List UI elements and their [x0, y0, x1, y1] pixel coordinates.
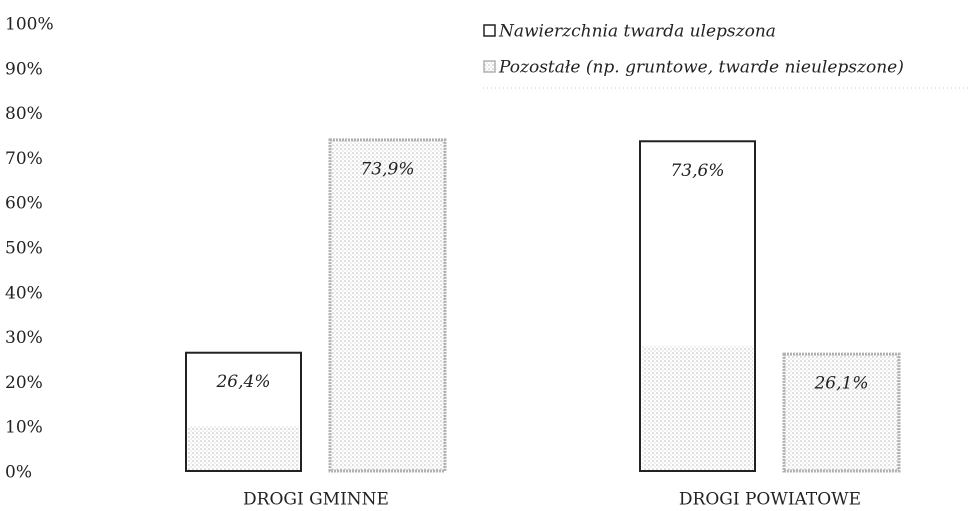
y-tick-label: 80% [5, 104, 43, 124]
legend-swatch [483, 24, 496, 37]
x-tick-label: DROGI POWIATOWE [679, 490, 861, 510]
bar [782, 352, 901, 473]
y-tick-label: 10% [5, 418, 43, 438]
y-tick-label: 50% [5, 239, 43, 259]
legend-swatch [483, 60, 496, 73]
x-tick-label: DROGI GMINNE [243, 490, 389, 510]
legend-label: Nawierzchnia twarda ulepszona [498, 22, 776, 42]
bar-texture [642, 345, 753, 470]
value-label: 73,9% [360, 159, 414, 179]
y-tick-label: 60% [5, 194, 43, 214]
legend-label: Pozostałe (np. gruntowe, twarde nieuleps… [498, 58, 904, 78]
y-tick-label: 90% [5, 59, 43, 79]
bar [328, 138, 447, 473]
y-tick-label: 40% [5, 283, 43, 303]
bar-texture [188, 426, 299, 470]
y-tick-label: 100% [5, 15, 54, 35]
y-tick-label: 30% [5, 328, 43, 348]
y-tick-label: 20% [5, 373, 43, 393]
y-tick-label: 0% [5, 463, 32, 483]
value-label: 73,6% [670, 161, 724, 181]
value-label: 26,4% [215, 372, 270, 392]
y-tick-label: 70% [5, 149, 43, 169]
value-label: 26,1% [813, 374, 868, 394]
